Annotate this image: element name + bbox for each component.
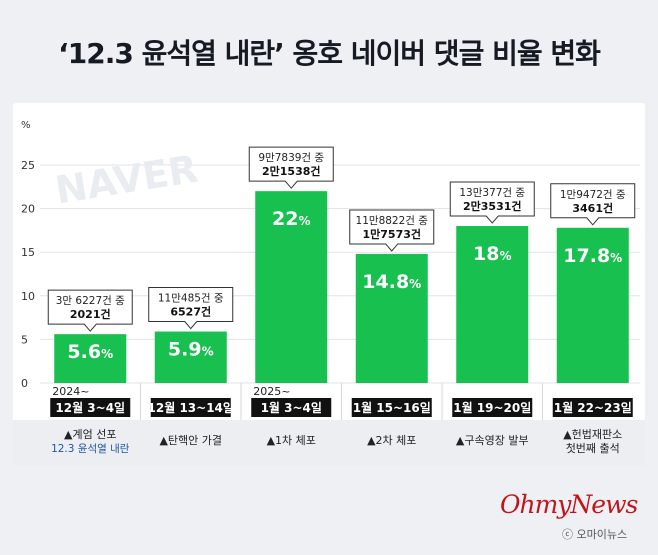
date-label-box <box>452 398 533 417</box>
naver-watermark: NAVER <box>52 147 200 213</box>
year-marker: 2025~ <box>253 385 290 398</box>
year-marker: 2024~ <box>52 385 89 398</box>
callout-total: 13만377건 중 <box>459 187 525 199</box>
bar-value-label: 5.6% <box>67 341 113 363</box>
callout-count: 2만1538건 <box>262 164 321 178</box>
bar <box>54 334 127 383</box>
chart-title: ‘12.3 윤석열 내란’ 옹호 네이버 댓글 비율 변화 <box>58 37 601 70</box>
date-label: 12월 3~4일 <box>55 400 125 415</box>
date-label: 1월 19~20일 <box>453 400 531 415</box>
y-tick-label: 5 <box>21 333 28 346</box>
callout-box <box>148 287 234 330</box>
callout-total: 1만9472건 중 <box>560 189 626 201</box>
date-label: 12월 13~14일 <box>148 400 234 415</box>
date-label: 1월 15~16일 <box>353 400 431 415</box>
callout-count: 2만3531건 <box>463 199 522 213</box>
y-unit-label: % <box>21 120 31 131</box>
bar <box>355 253 428 383</box>
bar <box>255 191 328 383</box>
bar-value-label: 14.8% <box>362 271 421 293</box>
y-tick-label: 25 <box>21 159 35 172</box>
date-label: 1월 3~4일 <box>261 400 322 415</box>
callout-count: 6527건 <box>170 305 211 319</box>
callout-count: 3461건 <box>572 201 613 215</box>
callout-box <box>550 183 636 226</box>
callout-total: 3만 6227건 중 <box>56 295 125 307</box>
event-label: 첫번째 출석 <box>566 442 620 455</box>
date-label-box <box>251 398 332 417</box>
callout-total: 11만8822건 중 <box>356 215 429 227</box>
y-tick-label: 20 <box>21 203 35 216</box>
copyright-text: ⓒ 오마이뉴스 <box>562 528 628 541</box>
bar <box>154 331 227 383</box>
event-label: ▲탄핵안 가결 <box>159 434 222 447</box>
y-tick-label: 0 <box>21 377 28 390</box>
event-label: ▲구속영장 발부 <box>456 434 529 447</box>
date-label-box <box>351 398 432 417</box>
event-label: ▲2차 체포 <box>367 434 416 447</box>
bar <box>456 226 529 383</box>
callout-count: 2021건 <box>70 307 111 321</box>
callout-box <box>449 181 535 224</box>
callout-box <box>349 209 435 252</box>
y-tick-label: 15 <box>21 246 35 259</box>
bar-value-label: 22% <box>272 208 310 230</box>
date-label-box <box>552 398 633 417</box>
bar <box>556 227 629 383</box>
bar-value-label: 17.8% <box>563 245 622 267</box>
event-row-bg <box>13 420 645 466</box>
event-label: ▲헌법재판소 <box>563 428 622 441</box>
date-label-box <box>50 398 131 417</box>
date-label-box <box>150 398 231 417</box>
event-label: ▲1차 체포 <box>267 434 316 447</box>
bar-value-label: 5.9% <box>168 339 214 361</box>
callout-box <box>248 146 334 189</box>
y-tick-label: 10 <box>21 290 35 303</box>
callout-total: 9만7839건 중 <box>258 152 324 164</box>
bar-value-label: 18% <box>473 243 511 265</box>
callout-count: 1만7573건 <box>362 227 421 241</box>
date-label: 1월 22~23일 <box>554 400 632 415</box>
callout-box <box>47 289 133 332</box>
callout-total: 11만485건 중 <box>158 293 224 305</box>
event-label: ▲계엄 선포 <box>64 428 116 441</box>
event-sublabel: 12.3 윤석열 내란 <box>51 443 130 455</box>
ohmynews-logo: OhmyNews <box>500 490 638 519</box>
